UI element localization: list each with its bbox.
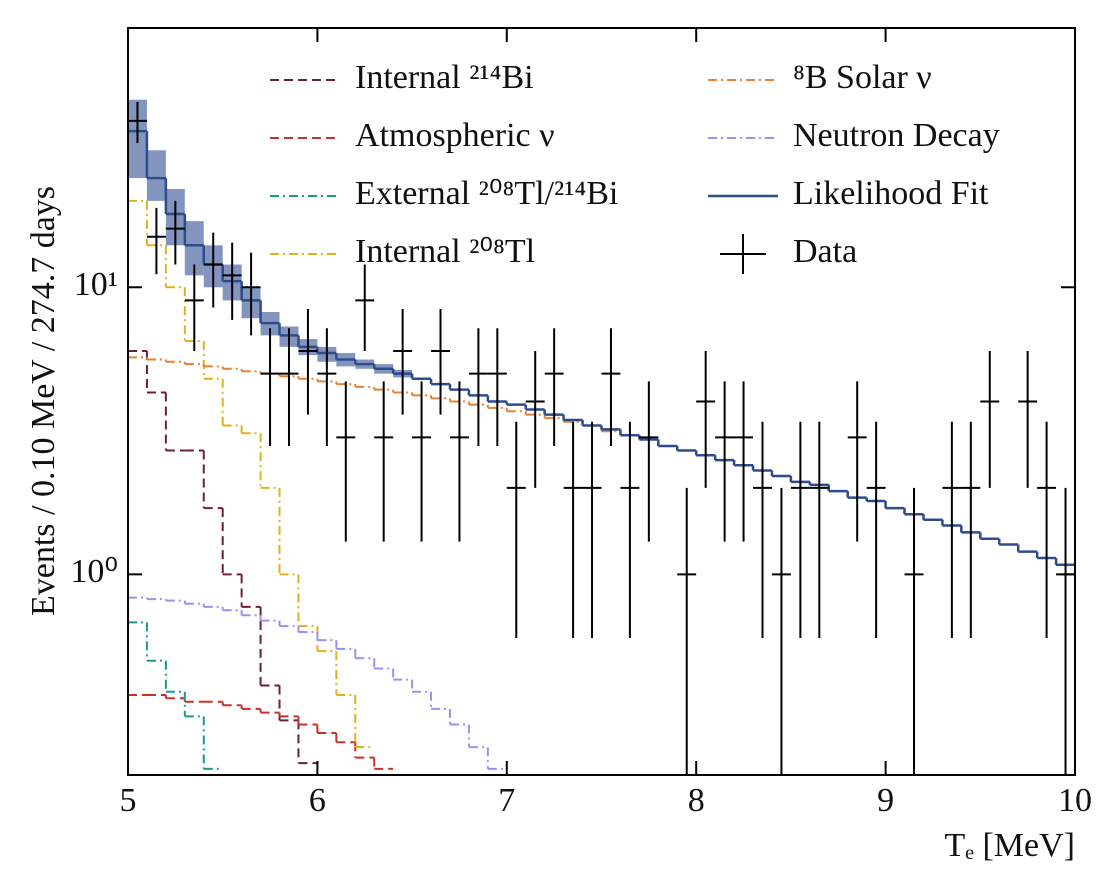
x-tick-label: 8 xyxy=(688,782,705,819)
legend-item: ⁸B Solar ν xyxy=(708,59,932,96)
legend-label: External ²⁰⁸Tl/²¹⁴Bi xyxy=(355,175,618,212)
x-tick-label: 7 xyxy=(498,782,515,819)
x-tick-label: 9 xyxy=(877,782,894,819)
uncertainty-band xyxy=(146,150,166,201)
legend-item: Internal ²¹⁴Bi xyxy=(270,59,534,96)
legend-item: External ²⁰⁸Tl/²¹⁴Bi xyxy=(270,175,618,212)
legend-item: Internal ²⁰⁸Tl xyxy=(270,233,535,270)
x-tick-label: 6 xyxy=(309,782,326,819)
x-tick-label: 10 xyxy=(1058,782,1092,819)
x-axis-label: Tₑ [MeV] xyxy=(944,827,1075,864)
plot-area xyxy=(128,99,1075,775)
legend-label: Internal ²⁰⁸Tl xyxy=(355,233,535,270)
y-tick-label: 10⁰ xyxy=(70,553,118,590)
legend-item: Data xyxy=(720,233,857,274)
legend-label: Likelihood Fit xyxy=(793,175,989,212)
legend-item: Neutron Decay xyxy=(708,117,1000,154)
legend-label: Internal ²¹⁴Bi xyxy=(355,59,534,96)
legend-label: Data xyxy=(793,233,857,270)
legend-item: Likelihood Fit xyxy=(708,175,989,212)
plot-frame xyxy=(127,27,1076,776)
legend-item: Atmospheric ν xyxy=(270,117,555,154)
legend-label: Neutron Decay xyxy=(793,117,1000,154)
legend-label: ⁸B Solar ν xyxy=(793,59,932,96)
legend-label: Atmospheric ν xyxy=(355,117,555,154)
y-tick-label: 10¹ xyxy=(74,266,118,303)
x-tick-label: 5 xyxy=(120,782,137,819)
y-axis-label: Events / 0.10 MeV / 274.7 days xyxy=(25,186,62,616)
uncertainty-band xyxy=(184,221,204,276)
